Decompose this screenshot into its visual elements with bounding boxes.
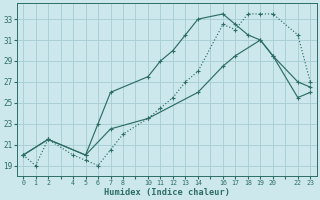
X-axis label: Humidex (Indice chaleur): Humidex (Indice chaleur) (104, 188, 230, 197)
